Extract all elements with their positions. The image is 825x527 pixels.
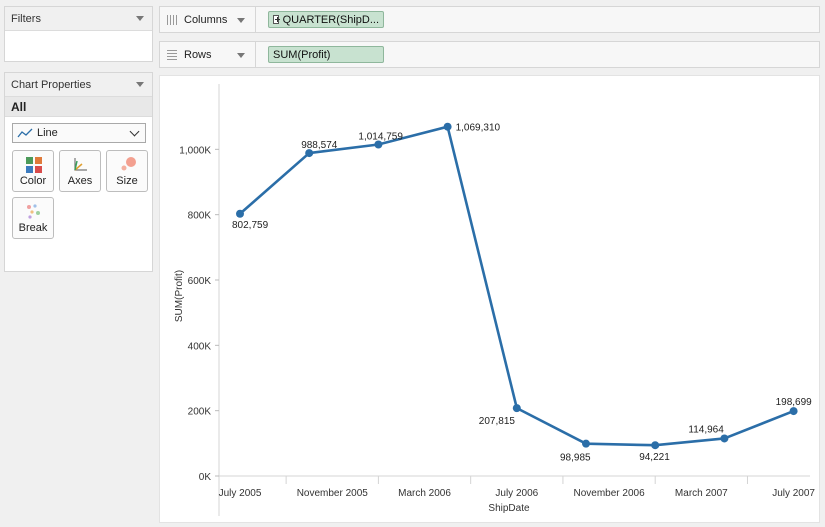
filters-panel: Filters	[4, 6, 153, 62]
y-tick-label: 0K	[199, 472, 212, 483]
x-tick-label: March 2007	[675, 488, 728, 499]
all-marks-row[interactable]: All	[5, 97, 152, 117]
break-icon	[27, 204, 40, 219]
data-point[interactable]	[651, 441, 660, 450]
columns-grip-icon	[167, 14, 177, 25]
rows-shelf[interactable]: Rows SUM(Profit)	[159, 41, 820, 68]
data-point[interactable]	[720, 434, 729, 443]
axes-button-label: Axes	[67, 175, 93, 187]
data-label: 802,759	[232, 220, 269, 231]
data-label: 988,574	[301, 140, 338, 151]
y-tick-label: 600K	[188, 276, 212, 287]
rows-shelf-label: Rows	[184, 48, 212, 61]
data-label: 207,815	[479, 416, 516, 427]
chart-properties-panel: Chart Properties All Line Color Axes S	[4, 72, 153, 272]
size-button[interactable]: Size	[106, 150, 148, 192]
axes-button[interactable]: Axes	[59, 150, 101, 192]
x-axis-ticks: July 2005 November 2005 March 2006 July 200…	[219, 476, 815, 499]
break-button-label: Break	[18, 222, 48, 234]
columns-shelf-label: Columns	[184, 13, 228, 26]
data-label: 114,964	[688, 424, 724, 435]
filters-header[interactable]: Filters	[5, 7, 152, 31]
color-button[interactable]: Color	[12, 150, 54, 192]
gridlines	[218, 84, 810, 516]
columns-pill[interactable]: QUARTER(ShipD...	[268, 11, 384, 28]
expand-plus-icon[interactable]	[273, 15, 280, 24]
columns-shelf-label-area[interactable]: Columns	[160, 7, 256, 32]
chevron-down-icon	[129, 126, 140, 136]
data-point[interactable]	[443, 122, 452, 131]
rows-grip-icon	[167, 49, 177, 60]
x-tick-label: November 2006	[573, 488, 645, 499]
color-button-label: Color	[19, 175, 47, 187]
data-point[interactable]	[374, 140, 383, 149]
line-chart: 0K 200K 400K 600K 800K 1,000K July 2005 Novemb…	[174, 84, 815, 516]
color-palette-icon	[26, 157, 42, 173]
y-tick-label: 800K	[188, 211, 212, 222]
chart-properties-menu-caret-icon[interactable]	[136, 82, 144, 87]
axes-icon	[74, 158, 87, 171]
y-tick-label: 200K	[188, 407, 212, 418]
mark-type-value: Line	[37, 127, 58, 139]
columns-menu-caret-icon[interactable]	[237, 18, 245, 23]
columns-shelf[interactable]: Columns QUARTER(ShipD...	[159, 6, 820, 33]
line-mark-icon	[17, 128, 33, 138]
x-tick-label: July 2007	[772, 488, 815, 499]
filters-menu-caret-icon[interactable]	[136, 16, 144, 21]
data-point[interactable]	[236, 209, 244, 218]
data-point[interactable]	[512, 404, 521, 413]
chart-properties-header[interactable]: Chart Properties	[5, 73, 152, 97]
rows-shelf-label-area[interactable]: Rows	[160, 42, 256, 67]
chart-area: 0K 200K 400K 600K 800K 1,000K July 2005 Novemb…	[159, 75, 820, 523]
data-label: 98,985	[560, 453, 591, 464]
y-tick-label: 1,000K	[179, 145, 211, 156]
x-tick-label: March 2006	[398, 488, 451, 499]
y-axis-ticks: 0K 200K 400K 600K 800K 1,000K	[179, 145, 219, 483]
columns-pill-label: QUARTER(ShipD...	[282, 13, 379, 26]
rows-pill[interactable]: SUM(Profit)	[268, 46, 384, 63]
y-axis-title: SUM(Profit)	[174, 270, 185, 322]
series-profit: 802,759 988,574 1,014,759 1,069,310 207,815 9…	[232, 122, 813, 464]
x-axis-title: ShipDate	[488, 503, 530, 514]
data-label: 1,014,759	[358, 132, 403, 143]
series-line	[239, 125, 795, 447]
data-label: 198,699	[776, 397, 813, 408]
break-button[interactable]: Break	[12, 197, 54, 239]
mark-type-dropdown[interactable]: Line	[12, 123, 146, 143]
y-tick-label: 400K	[188, 341, 212, 352]
x-tick-label: July 2005	[219, 488, 262, 499]
data-label: 94,221	[639, 452, 670, 463]
data-label: 1,069,310	[456, 123, 501, 134]
filters-title: Filters	[11, 12, 41, 25]
x-tick-label: July 2006	[495, 488, 538, 499]
chart-properties-title: Chart Properties	[11, 78, 92, 91]
x-tick-label: November 2005	[297, 488, 369, 499]
size-icon	[121, 157, 136, 171]
rows-menu-caret-icon[interactable]	[237, 53, 245, 58]
size-button-label: Size	[116, 175, 138, 187]
data-point[interactable]	[789, 407, 798, 416]
data-point[interactable]	[582, 439, 590, 448]
rows-pill-label: SUM(Profit)	[273, 48, 331, 61]
data-point[interactable]	[305, 149, 314, 158]
